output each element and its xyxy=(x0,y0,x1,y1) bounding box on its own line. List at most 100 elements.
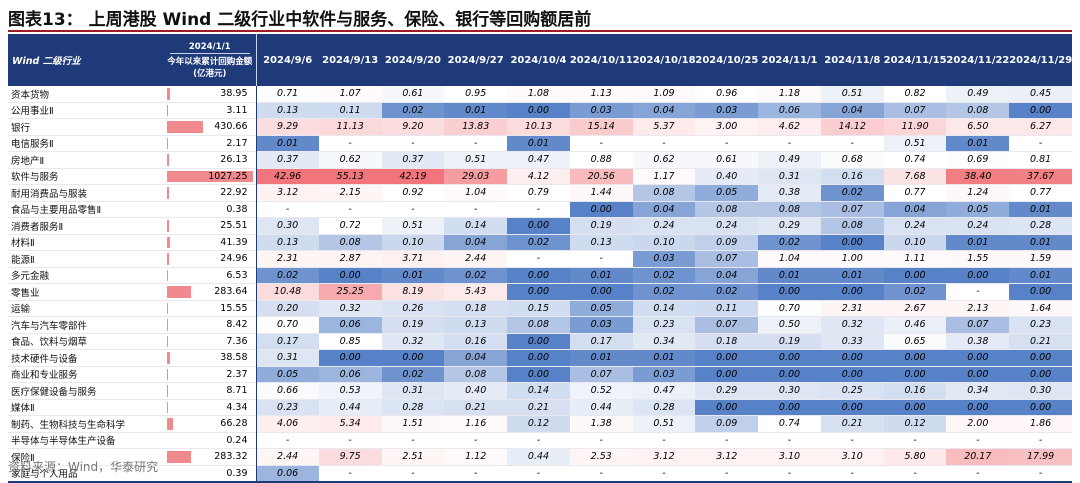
weekly-value-cell: 0.28 xyxy=(381,399,445,416)
weekly-value-cell: 0.02 xyxy=(381,366,445,383)
ytd-cell: 7.36 xyxy=(164,333,257,350)
industry-name: 食品与主要用品零售Ⅱ xyxy=(11,205,102,217)
weekly-value-cell: 0.16 xyxy=(883,382,947,399)
weekly-value-cell: 0.04 xyxy=(632,102,696,119)
ytd-value: 1027.25 xyxy=(208,170,248,182)
weekly-value-cell: 0.72 xyxy=(339,220,361,232)
industry-name: 运输 xyxy=(11,304,31,316)
industry-name: 银行 xyxy=(11,122,31,134)
weekly-value-cell: 0.13 xyxy=(444,316,508,333)
weekly-value-cell: 0.08 xyxy=(946,102,1010,119)
weekly-value-cell: 0.00 xyxy=(946,399,1010,416)
ytd-cell: 8.42 xyxy=(164,316,257,333)
week-header: 2024/11/15 xyxy=(883,34,947,86)
weekly-value-cell: 0.00 xyxy=(758,399,821,416)
weekly-value-cell: 0.06 xyxy=(256,465,319,482)
weekly-value-cell: 0.03 xyxy=(569,316,633,333)
ytd-bar xyxy=(167,170,253,182)
weekly-value-cell: 0.28 xyxy=(1009,217,1072,234)
weekly-value-cell: 0.88 xyxy=(590,154,612,166)
weekly-value-cell: 1.13 xyxy=(569,86,633,102)
weekly-value-cell: 0.79 xyxy=(527,187,550,199)
weekly-value-cell: 3.10 xyxy=(758,448,821,465)
weekly-value-cell: 5.80 xyxy=(883,448,947,465)
table-row: 软件与服务 1027.25 42.96 55.13 42.19 29.03 4.12 20.5… xyxy=(8,168,1072,185)
weekly-value-cell: - xyxy=(348,467,352,479)
weekly-value-cell: 4.06 xyxy=(256,415,319,432)
ytd-value: 283.32 xyxy=(214,451,248,463)
weekly-value-cell: 0.52 xyxy=(569,382,633,399)
weekly-value-cell: 0.30 xyxy=(256,217,319,234)
table-row: 银行 430.66 9.29 11.13 9.20 13.83 10.13 15.14 5.37… xyxy=(8,118,1072,135)
industry-name: 零售业 xyxy=(11,287,40,299)
weekly-value-cell: - xyxy=(913,467,917,479)
table-row: 食品与主要用品零售Ⅱ 0.38- - - - -0.00 0.04 0.08 0.08 0.07 0… xyxy=(8,201,1072,218)
weekly-value-cell: - xyxy=(725,137,729,149)
weekly-value-cell: 0.00 xyxy=(569,283,633,300)
weekly-value-cell: 0.00 xyxy=(507,267,570,284)
weekly-value-cell: 0.02 xyxy=(883,283,947,300)
weekly-value-cell: 0.19 xyxy=(381,316,445,333)
weekly-value-cell: 0.00 xyxy=(507,217,570,234)
weekly-value-cell: 0.01 xyxy=(1009,267,1072,284)
weekly-value-cell: 2.53 xyxy=(569,448,633,465)
weekly-value-cell: 0.04 xyxy=(695,267,759,284)
weekly-value-cell: 0.08 xyxy=(444,366,508,383)
ytd-value: 25.51 xyxy=(220,220,248,232)
weekly-value-cell: 0.00 xyxy=(1009,366,1072,383)
weekly-value-cell: 0.00 xyxy=(820,234,884,251)
weekly-value-cell: - xyxy=(787,137,792,149)
weekly-value-cell: - xyxy=(787,434,792,446)
weekly-value-cell: 0.15 xyxy=(507,300,570,317)
weekly-value-cell: 0.09 xyxy=(695,234,759,251)
table-row: 保险Ⅱ 283.32 2.44 9.75 2.51 1.12 0.44 2.53 3.12 3.1… xyxy=(8,448,1072,465)
weekly-value-cell: 2.51 xyxy=(381,448,445,465)
weekly-value-cell: 0.08 xyxy=(632,184,696,201)
weekly-value-cell: 0.77 xyxy=(1030,187,1052,199)
ytd-cell: 3.11 xyxy=(164,102,257,119)
ytd-bar xyxy=(167,187,169,199)
weekly-value-cell: 0.00 xyxy=(1009,102,1072,119)
weekly-value-cell: 1.44 xyxy=(569,184,633,201)
weekly-value-cell: - xyxy=(599,467,603,479)
weekly-value-cell: 0.34 xyxy=(946,382,1010,399)
ytd-cell: 4.34 xyxy=(164,399,257,416)
industry-name: 家庭与个人用品 xyxy=(11,469,78,481)
weekly-value-cell: 0.00 xyxy=(1009,283,1072,300)
ytd-header: 2024/1/1 今年以来累计回购金额(亿港元) xyxy=(164,34,257,86)
ytd-cell: 1027.25 xyxy=(164,168,257,185)
weekly-value-cell: 0.03 xyxy=(632,250,696,267)
table-row: 房地产Ⅱ 26.13 0.37 0.62 0.37 0.51 0.47 0.88 0.62 0.6… xyxy=(8,151,1072,168)
weekly-value-cell: 0.23 xyxy=(632,316,696,333)
week-header: 2024/10/18 xyxy=(632,34,696,86)
weekly-value-cell: 0.65 xyxy=(884,333,947,350)
weekly-value-cell: 0.00 xyxy=(1009,349,1072,366)
weekly-value-cell: 0.31 xyxy=(758,168,821,185)
weekly-value-cell: 0.11 xyxy=(318,102,382,119)
weekly-value-cell: - xyxy=(1038,137,1043,149)
weekly-value-cell: 0.46 xyxy=(883,316,947,333)
weekly-value-cell: 0.16 xyxy=(444,333,508,350)
table-row: 媒体Ⅱ 4.34 0.23 0.44 0.28 0.21 0.21 0.44 0.28 0.00 0… xyxy=(8,399,1072,416)
weekly-value-cell: 0.01 xyxy=(444,102,508,119)
weekly-value-cell: - xyxy=(599,137,603,149)
weekly-value-cell: 0.07 xyxy=(820,201,884,218)
weekly-value-cell: 0.14 xyxy=(632,300,696,317)
weekly-value-cell: 0.70 xyxy=(277,319,299,331)
weekly-value-cell: - xyxy=(473,203,478,215)
weekly-value-cell: 0.01 xyxy=(946,234,1010,251)
weekly-value-cell: - xyxy=(411,467,415,479)
ytd-bar xyxy=(167,385,168,397)
title-rule xyxy=(8,30,1072,32)
weekly-value-cell: 0.40 xyxy=(695,168,759,185)
weekly-value-cell: 4.62 xyxy=(758,118,821,135)
weekly-value-cell: 3.10 xyxy=(820,448,884,465)
ytd-value: 2.17 xyxy=(226,137,248,149)
ytd-bar xyxy=(167,220,170,232)
industry-name: 食品、饮料与烟草 xyxy=(11,337,88,349)
weekly-value-cell: 0.03 xyxy=(632,366,696,383)
weekly-value-cell: 0.04 xyxy=(883,201,947,218)
table-row: 材料Ⅱ 41.39 0.13 0.08 0.10 0.04 0.02 0.13 0.10 0.09… xyxy=(8,234,1072,251)
weekly-value-cell: 0.07 xyxy=(883,102,947,119)
table-row: 制药、生物科技与生命科学 66.28 4.06 5.34 1.51 1.16 0.12 1.3… xyxy=(8,415,1072,432)
